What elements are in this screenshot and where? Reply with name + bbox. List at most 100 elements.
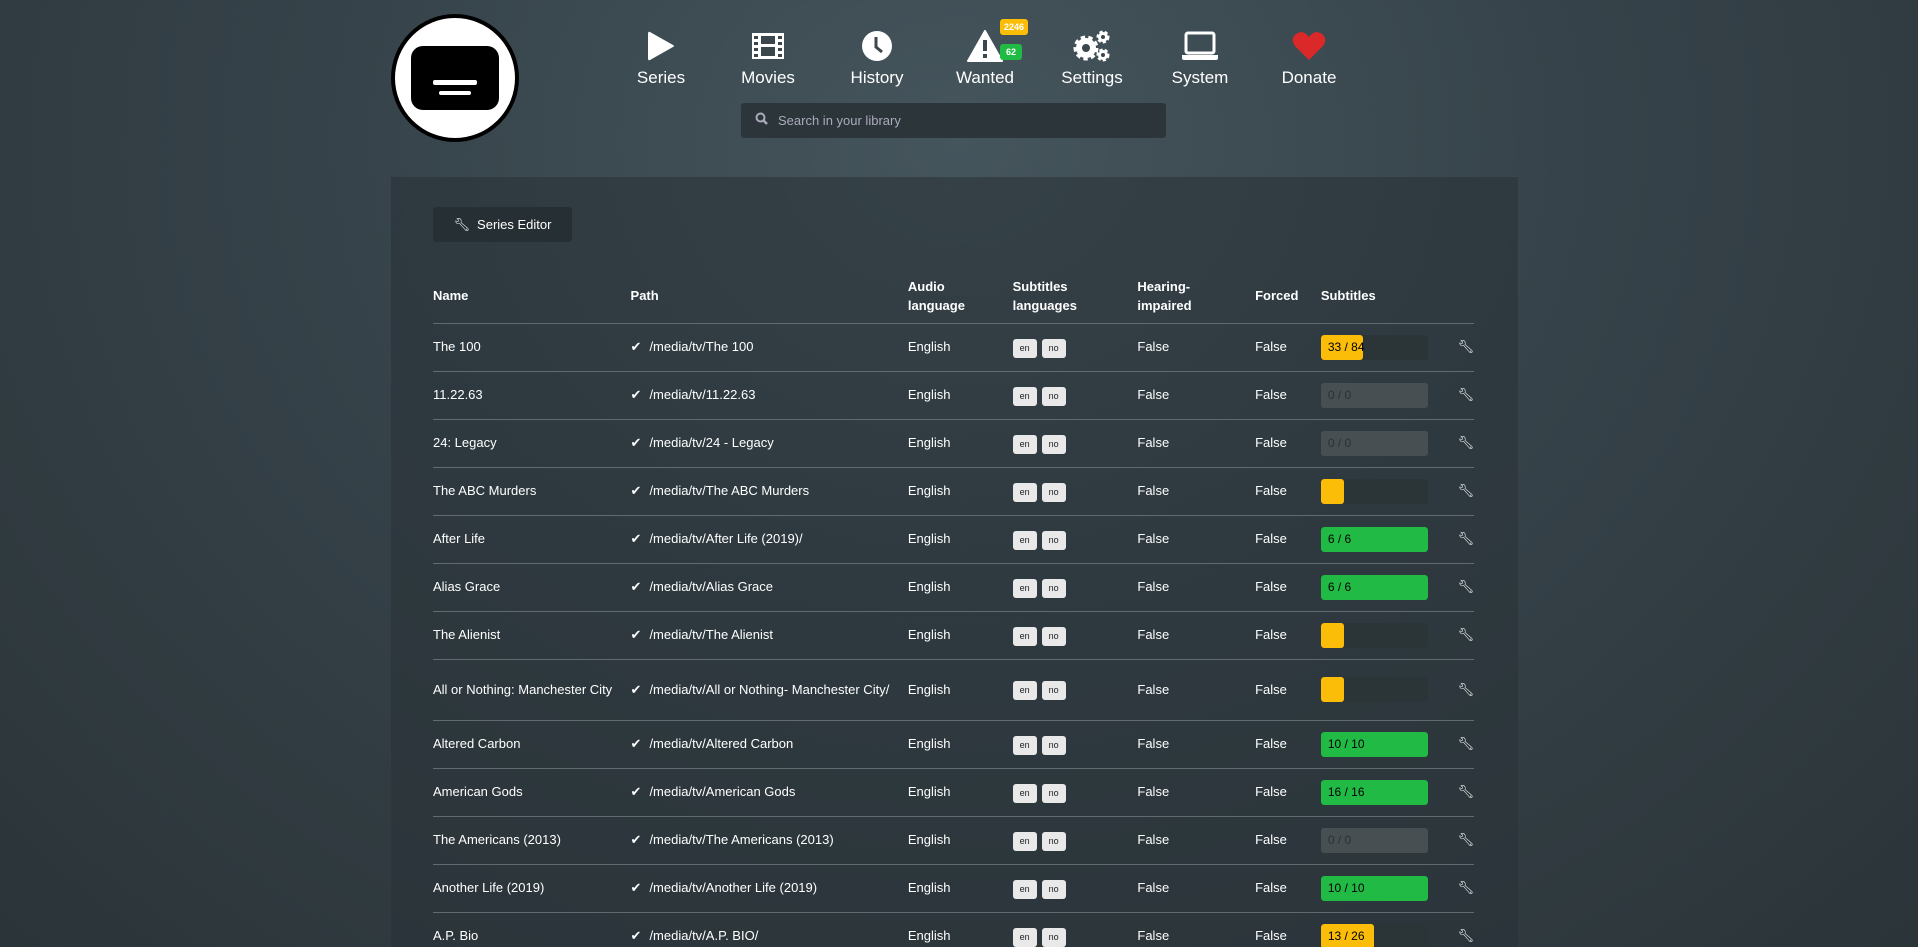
forced: False (1255, 322, 1321, 371)
forced: False (1255, 658, 1321, 720)
nav-series[interactable]: Series (611, 28, 711, 88)
lang-badge: no (1041, 735, 1066, 755)
series-name-link[interactable]: All or Nothing: Manchester City (433, 681, 613, 697)
progress-fill (1320, 478, 1345, 504)
edit-series-wrench-icon[interactable]: 🔧︎ (1457, 815, 1474, 864)
forced: False (1255, 562, 1321, 611)
series-editor-label: Series Editor (477, 217, 552, 232)
progress-text: 6 / 6 (1327, 579, 1352, 594)
table-row: The Americans (2013) ✔ /media/tv/The Amer… (433, 815, 1474, 864)
col-hearing[interactable]: Hearing-impaired (1137, 278, 1192, 313)
nav-settings[interactable]: Settings (1042, 28, 1142, 88)
subtitles-progress: 6 / 6 (1320, 574, 1428, 600)
hearing-impaired: False (1137, 466, 1256, 515)
series-name-link[interactable]: The ABC Murders (433, 483, 537, 498)
nav-movies[interactable]: Movies (718, 28, 818, 88)
edit-series-wrench-icon[interactable]: 🔧︎ (1457, 719, 1474, 768)
col-name[interactable]: Name (433, 288, 469, 304)
lang-badge: en (1012, 578, 1037, 598)
table-row: The 100 ✔/media/tv/The 100 English en no … (433, 322, 1474, 371)
series-path: /media/tv/Another Life (2019) (649, 880, 818, 895)
series-name-link[interactable]: Another Life (2019) (433, 880, 545, 895)
progress-fill (1320, 779, 1428, 805)
progress-text: 0 / 0 (1327, 387, 1352, 402)
col-path[interactable]: Path (630, 288, 659, 304)
progress-text: 13 / 26 (1327, 928, 1365, 943)
nav-wanted[interactable]: Wanted 2246 62 (935, 19, 1035, 88)
nav-history[interactable]: History (827, 28, 927, 88)
audio-language: English (907, 370, 1013, 419)
lang-badge: en (1012, 735, 1037, 755)
hearing-impaired: False (1137, 863, 1256, 912)
subtitles-progress: 0 / 0 (1320, 827, 1428, 853)
lang-badge: en (1012, 831, 1037, 851)
hearing-impaired: False (1137, 719, 1256, 768)
nav-label: System (1171, 68, 1229, 87)
hearing-impaired: False (1137, 767, 1256, 816)
audio-language: English (907, 562, 1013, 611)
nav-system[interactable]: System (1150, 28, 1250, 88)
series-name-link[interactable]: American Gods (433, 784, 523, 799)
series-path: /media/tv/11.22.63 (649, 387, 756, 402)
lang-badge: no (1041, 482, 1066, 502)
col-forced[interactable]: Forced (1255, 288, 1299, 304)
nav-label: Wanted (956, 68, 1014, 87)
edit-series-wrench-icon[interactable]: 🔧︎ (1457, 911, 1474, 947)
progress-text: 33 / 84 (1327, 339, 1365, 354)
forced: False (1255, 514, 1321, 563)
lang-badge: no (1041, 879, 1066, 899)
table-row: The Alienist ✔ /media/tv/The Alienist Eng… (433, 610, 1474, 659)
edit-series-wrench-icon[interactable]: 🔧︎ (1457, 322, 1474, 371)
series-name-link[interactable]: 11.22.63 (433, 387, 483, 402)
search-input[interactable] (778, 113, 1158, 128)
lang-badge: en (1012, 626, 1037, 646)
edit-series-wrench-icon[interactable]: 🔧︎ (1457, 562, 1474, 611)
library-search[interactable] (741, 103, 1166, 138)
edit-series-wrench-icon[interactable]: 🔧︎ (1457, 466, 1474, 515)
series-name-link[interactable]: Altered Carbon (433, 736, 521, 751)
edit-series-wrench-icon[interactable]: 🔧︎ (1457, 767, 1474, 816)
subtitles-progress: 0 / 0 (1320, 430, 1428, 456)
col-subtitles[interactable]: Subtitles (1320, 288, 1376, 304)
series-name-link[interactable]: 24: Legacy (433, 435, 497, 450)
audio-language: English (907, 610, 1013, 659)
series-name-link[interactable]: The Alienist (433, 627, 501, 642)
forced: False (1255, 911, 1321, 947)
progress-fill (1320, 526, 1428, 552)
edit-series-wrench-icon[interactable]: 🔧︎ (1457, 863, 1474, 912)
edit-series-wrench-icon[interactable]: 🔧︎ (1457, 514, 1474, 563)
audio-language: English (907, 911, 1013, 947)
audio-language: English (907, 514, 1013, 563)
progress-fill (1320, 334, 1363, 360)
progress-fill (1320, 875, 1428, 901)
subtitles-progress: 0 / 0 (1320, 382, 1428, 408)
edit-series-wrench-icon[interactable]: 🔧︎ (1457, 370, 1474, 419)
audio-language: English (907, 322, 1013, 371)
series-name-link[interactable]: A.P. Bio (433, 928, 479, 944)
lang-badge: no (1041, 681, 1066, 700)
col-audio[interactable]: Audio language (907, 278, 965, 313)
lang-badge: no (1041, 578, 1066, 598)
series-name-link[interactable]: After Life (433, 531, 486, 546)
nav-label: Donate (1281, 68, 1337, 87)
nav-donate[interactable]: Donate (1259, 28, 1359, 88)
check-icon: ✔ (630, 928, 642, 944)
hearing-impaired: False (1137, 418, 1256, 467)
progress-text: 16 / 16 (1327, 784, 1365, 799)
app-logo[interactable] (391, 14, 519, 142)
subtitles-progress: 33 / 84 (1320, 334, 1428, 360)
laptop-icon (1150, 28, 1250, 64)
series-name-link[interactable]: Alias Grace (433, 579, 501, 594)
audio-language: English (907, 418, 1013, 467)
edit-series-wrench-icon[interactable]: 🔧︎ (1457, 658, 1474, 720)
edit-series-wrench-icon[interactable]: 🔧︎ (1457, 418, 1474, 467)
col-sub-langs[interactable]: Subtitles languages (1012, 278, 1077, 313)
check-icon: ✔ (630, 531, 642, 546)
series-name-link[interactable]: The 100 (433, 339, 481, 354)
edit-series-wrench-icon[interactable]: 🔧︎ (1457, 610, 1474, 659)
series-editor-button[interactable]: 🔧︎ Series Editor (433, 207, 572, 242)
lang-badge: no (1041, 783, 1066, 803)
nav-label: Series (636, 68, 686, 87)
table-row: The ABC Murders ✔ /media/tv/The ABC Murde… (433, 466, 1474, 515)
series-name-link[interactable]: The Americans (2013) (433, 832, 561, 847)
